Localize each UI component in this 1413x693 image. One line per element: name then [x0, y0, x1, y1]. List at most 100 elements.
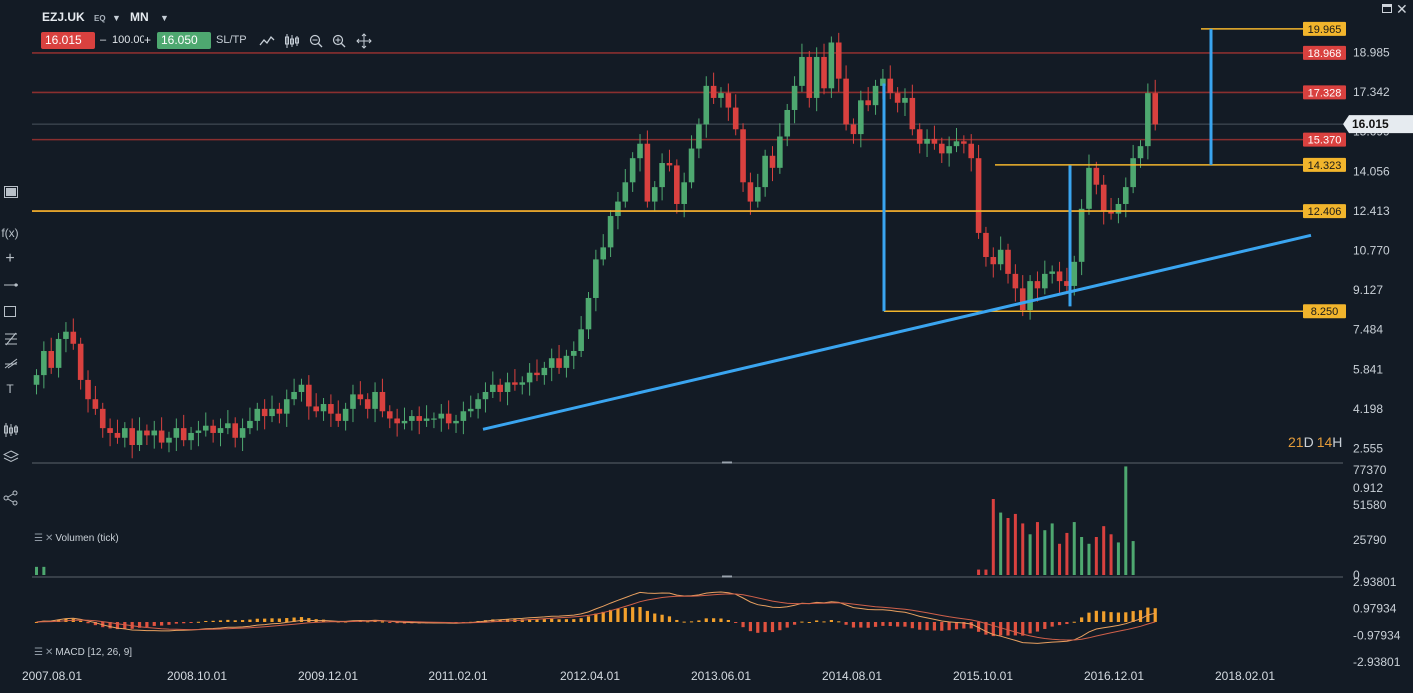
macd-histogram-bar [182, 622, 186, 624]
candle-body [858, 100, 864, 135]
close-panel-icon[interactable]: ✕ [44, 533, 54, 544]
candle [1019, 275, 1026, 317]
macd-histogram-bar [1021, 622, 1025, 636]
candle-body [931, 138, 938, 144]
candle [350, 384, 356, 423]
candle-body [1122, 187, 1129, 204]
macd-histogram-bar [851, 622, 856, 628]
candle [843, 65, 849, 131]
fibonacci-icon[interactable] [4, 332, 18, 346]
indicators-icon[interactable] [3, 422, 19, 438]
macd-histogram-bar [1094, 610, 1098, 622]
buy-button[interactable]: 16.050 [157, 32, 211, 49]
candle [578, 316, 584, 358]
volume-axis-tick-label: 0 [1353, 568, 1360, 582]
macd-histogram-bar [844, 622, 848, 625]
candle [1027, 275, 1033, 320]
candle [526, 363, 533, 396]
move-icon[interactable] [356, 33, 372, 49]
candle [283, 389, 290, 427]
candle [431, 412, 437, 429]
macd-line [36, 591, 1156, 644]
candle [77, 337, 84, 390]
y-axis-tick-label: 18.985 [1353, 46, 1390, 60]
candle-body [1108, 211, 1114, 214]
text-icon[interactable]: T [6, 382, 14, 396]
candle-body [894, 93, 901, 103]
candle-body [585, 297, 592, 330]
candle-body [1086, 167, 1092, 209]
line-tool-icon[interactable] [3, 281, 19, 289]
candle-body [674, 165, 680, 204]
candle [725, 83, 732, 121]
macd-histogram-bar [263, 618, 267, 622]
candle [217, 418, 224, 447]
price-level-tag-label: 18.968 [1308, 48, 1342, 60]
candle-body [217, 428, 224, 433]
panel-menu-icon[interactable]: ☰ [34, 647, 43, 658]
panel-menu-icon[interactable]: ☰ [34, 533, 43, 544]
quantity-plus-button[interactable]: + [144, 33, 152, 47]
candle [983, 226, 989, 267]
zoom-in-icon[interactable] [332, 34, 346, 48]
candle [202, 412, 209, 437]
close-panel-icon[interactable]: ✕ [44, 647, 54, 658]
candle-body [666, 163, 673, 166]
candle-body [865, 100, 871, 106]
candle [144, 424, 150, 446]
candle-body [475, 399, 481, 409]
candle-body [1078, 208, 1085, 262]
symbol-selector[interactable]: EZJ.UK EQ ▼ [42, 10, 121, 24]
rectangle-icon[interactable] [4, 306, 16, 317]
candles-icon[interactable] [284, 33, 300, 49]
macd-histogram-bar [881, 622, 885, 626]
macd-histogram-bar [115, 622, 120, 630]
x-axis-tick-label: 2015.10.01 [953, 669, 1013, 683]
macd-histogram-bar [520, 619, 524, 622]
candle-body [512, 382, 518, 385]
close-icon[interactable]: ✕ [1396, 1, 1408, 17]
sell-button[interactable]: 16.015 [41, 32, 95, 49]
maximize-icon[interactable] [1382, 4, 1392, 13]
candle [710, 72, 717, 104]
volume-bar [1006, 518, 1010, 575]
pitchfork-icon[interactable] [4, 357, 18, 369]
quantity-field[interactable]: 100.00 [112, 34, 144, 46]
share-icon[interactable] [3, 490, 19, 506]
crosshair-icon[interactable]: + [5, 250, 15, 267]
macd-histogram-bar [954, 622, 959, 630]
candle-body [887, 78, 894, 94]
candle [1005, 243, 1011, 284]
macd-histogram-bar [137, 622, 142, 628]
panel-toggle-icon[interactable] [4, 186, 18, 198]
macd-histogram-bar [984, 622, 988, 635]
line-chart-icon[interactable] [259, 34, 275, 48]
y-axis-tick-label: 14.056 [1353, 164, 1390, 178]
quantity-minus-button[interactable]: – [100, 34, 107, 46]
macd-histogram-bar [940, 622, 944, 631]
candle [732, 94, 739, 136]
candle [622, 169, 629, 208]
candle-body [541, 367, 548, 376]
zoom-out-icon[interactable] [309, 34, 323, 48]
timeframe-selector[interactable]: MN ▼ [130, 10, 169, 24]
macd-histogram-bar [888, 622, 892, 627]
candle [887, 65, 894, 100]
candle-body [916, 129, 923, 144]
fx-icon[interactable]: f(x) [1, 226, 19, 240]
candle [195, 420, 202, 447]
layers-icon[interactable] [3, 450, 19, 464]
macd-histogram-bar [660, 614, 664, 622]
candle [453, 414, 459, 433]
macd-histogram-bar [653, 613, 657, 622]
price-level-tag: 18.968 [1303, 45, 1346, 60]
macd-histogram-bar [689, 621, 694, 623]
candle [946, 136, 952, 167]
macd-histogram-bar [815, 620, 819, 622]
price-level-tag-bg [1303, 304, 1346, 319]
candle [151, 420, 158, 449]
candle [225, 410, 231, 435]
candle [70, 318, 77, 350]
sltp-button[interactable]: SL/TP [216, 34, 247, 46]
